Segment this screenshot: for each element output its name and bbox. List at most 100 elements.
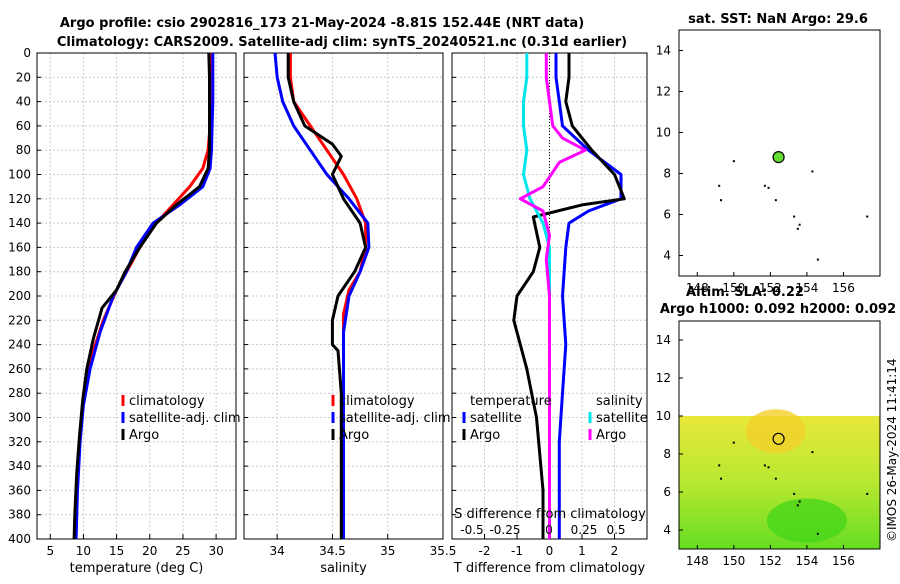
depth-tick-label: 100 bbox=[8, 168, 31, 182]
map-data-point bbox=[796, 504, 799, 507]
map-data-point bbox=[816, 532, 819, 535]
depth-tick-label: 80 bbox=[16, 143, 31, 157]
map-ytick-label: 10 bbox=[656, 126, 671, 140]
depth-tick-label: 340 bbox=[8, 459, 31, 473]
map-ytick-label: 6 bbox=[663, 485, 671, 499]
differences-series-salinity-argo bbox=[518, 53, 587, 539]
map-data-point bbox=[811, 170, 814, 173]
depth-tick-label: 40 bbox=[16, 95, 31, 109]
salinity-series-argo bbox=[286, 53, 368, 539]
depth-tick-label: 20 bbox=[16, 70, 31, 84]
map-data-point bbox=[763, 184, 766, 187]
map-data-point bbox=[811, 451, 814, 454]
map-ytick-label: 14 bbox=[656, 44, 671, 58]
differences-series-temperature-argo bbox=[512, 53, 626, 539]
map-ytick-label: 14 bbox=[656, 333, 671, 347]
temp-legend-climatology-label: climatology bbox=[129, 394, 205, 409]
temperature-xtick-label: 30 bbox=[208, 544, 223, 558]
sla-map-panel: 148 150 152 154 156 4 6 8 10 12 14 bbox=[656, 320, 881, 568]
differences-xtick-label: 0 bbox=[546, 544, 554, 558]
map-ytick-label: 4 bbox=[663, 249, 671, 263]
temperature-xtick-label: 5 bbox=[46, 544, 54, 558]
temperature-xtick-label: 25 bbox=[175, 544, 190, 558]
map-data-point bbox=[767, 466, 770, 469]
map-data-point bbox=[866, 492, 869, 495]
sla-map-title: Altim. SLA: 0.22 bbox=[686, 285, 804, 300]
differences-xtick-label: -2 bbox=[479, 544, 491, 558]
map-data-point bbox=[774, 199, 777, 202]
diff-legend-sal-satellite-label: satellite bbox=[596, 411, 648, 426]
map-xtick-label: 148 bbox=[686, 554, 709, 568]
steric-height-title: Argo h1000: 0.092 h2000: 0.092 bbox=[660, 302, 896, 317]
diff-legend-temp-argo-label: Argo bbox=[470, 428, 500, 443]
map-ytick-label: 8 bbox=[663, 167, 671, 181]
depth-tick-label: 200 bbox=[8, 289, 31, 303]
temperature-panel: 5 10 15 20 25 3002040608010012014016018020022… bbox=[8, 46, 237, 576]
sst-map-title: sat. SST: NaN Argo: 29.6 bbox=[688, 12, 868, 27]
map-data-point bbox=[763, 464, 766, 467]
sal-legend-argo-label: Argo bbox=[339, 428, 369, 443]
salinity-panel: 34 34.5 35 35.5 salinity bbox=[243, 52, 456, 576]
depth-tick-label: 140 bbox=[8, 216, 31, 230]
depth-tick-label: 220 bbox=[8, 313, 31, 327]
imos-timestamp: ©IMOS 26-May-2024 11:41:14 bbox=[885, 358, 899, 542]
depth-tick-label: 260 bbox=[8, 362, 31, 376]
map-ytick-label: 12 bbox=[656, 85, 671, 99]
temperature-xtick-label: 10 bbox=[76, 544, 91, 558]
sst-map-frame bbox=[678, 29, 881, 277]
map-data-point bbox=[774, 477, 777, 480]
argo-float-marker bbox=[772, 432, 785, 445]
s-difference-tick-label: -0.25 bbox=[489, 523, 520, 537]
depth-tick-label: 360 bbox=[8, 483, 31, 497]
map-data-point bbox=[796, 227, 799, 230]
map-ytick-label: 4 bbox=[663, 523, 671, 537]
depth-tick-label: 180 bbox=[8, 265, 31, 279]
map-data-point bbox=[720, 199, 723, 202]
map-ytick-label: 6 bbox=[663, 208, 671, 222]
salinity-series-satellite-adj-clim bbox=[273, 52, 371, 539]
depth-tick-label: 0 bbox=[23, 46, 31, 60]
map-xtick-label: 150 bbox=[722, 281, 745, 295]
map-xtick-label: 150 bbox=[722, 554, 745, 568]
temperature-series-argo bbox=[72, 52, 211, 540]
map-data-point bbox=[798, 500, 801, 503]
differences-xtick-label: -1 bbox=[511, 544, 523, 558]
map-xtick-label: 154 bbox=[795, 281, 818, 295]
title-line-2: Climatology: CARS2009. Satellite-adj cli… bbox=[57, 35, 627, 50]
depth-tick-label: 240 bbox=[8, 338, 31, 352]
differences-xlabel: T difference from climatology bbox=[453, 561, 646, 576]
temperature-xtick-label: 15 bbox=[109, 544, 124, 558]
differences-xtick-label: 1 bbox=[578, 544, 586, 558]
temp-legend-argo-label: Argo bbox=[129, 428, 159, 443]
map-data-point bbox=[718, 464, 721, 467]
depth-tick-label: 160 bbox=[8, 240, 31, 254]
depth-tick-label: 320 bbox=[8, 435, 31, 449]
sla-low-patch bbox=[766, 498, 847, 543]
temperature-xtick-label: 20 bbox=[142, 544, 157, 558]
differences-series-temperature-satellite bbox=[554, 53, 623, 539]
map-data-point bbox=[793, 492, 796, 495]
sla-map-frame bbox=[678, 320, 881, 550]
depth-tick-label: 400 bbox=[8, 532, 31, 546]
temperature-series-satellite-adj-clim bbox=[74, 53, 215, 540]
temp-legend-satellite-label: satellite-adj. clim bbox=[129, 411, 241, 426]
sal-legend-climatology-label: climatology bbox=[339, 394, 415, 409]
map-ytick-label: 8 bbox=[663, 447, 671, 461]
map-data-point bbox=[767, 186, 770, 189]
diff-legend-sal-argo-label: Argo bbox=[596, 428, 626, 443]
map-xtick-label: 152 bbox=[759, 554, 782, 568]
diff-legend-salinity-header: salinity bbox=[596, 394, 643, 409]
depth-tick-label: 300 bbox=[8, 411, 31, 425]
diff-legend-temp-satellite-label: satellite bbox=[470, 411, 522, 426]
map-xtick-label: 154 bbox=[795, 554, 818, 568]
map-data-point bbox=[816, 258, 819, 261]
diff-legend-temperature-header: temperature bbox=[470, 394, 552, 409]
salinity-xlabel: salinity bbox=[320, 561, 367, 576]
map-data-point bbox=[866, 215, 869, 218]
depth-tick-label: 280 bbox=[8, 386, 31, 400]
temperature-xlabel: temperature (deg C) bbox=[70, 561, 204, 576]
sst-map-panel: 148 150 152 154 156 4 6 8 10 12 14 bbox=[656, 29, 881, 295]
map-ytick-label: 12 bbox=[656, 371, 671, 385]
s-difference-tick-label: -0.5 bbox=[460, 523, 483, 537]
sal-legend-satellite-label: satellite-adj. clim bbox=[339, 411, 451, 426]
